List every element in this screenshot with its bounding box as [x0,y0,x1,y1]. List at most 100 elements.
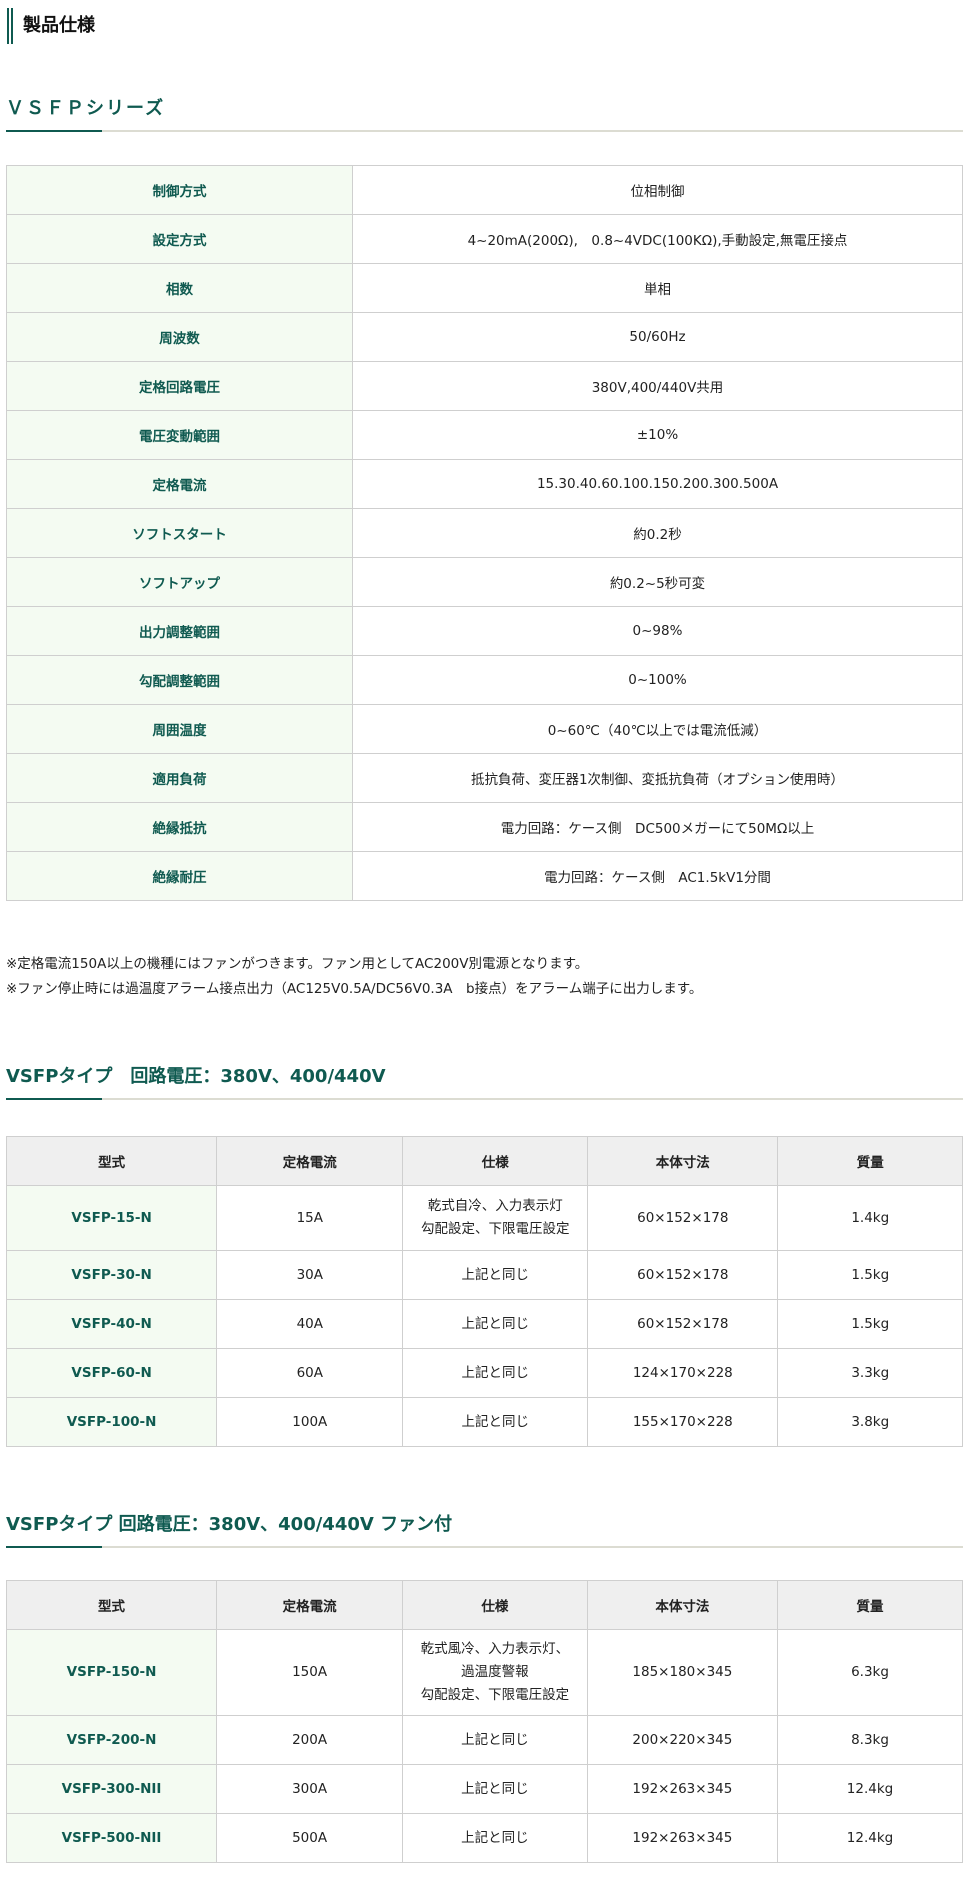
column-header: 本体寸法 [587,1136,779,1186]
column-header: 定格電流 [216,1580,404,1630]
section2-heading-text: VSFPタイプ 回路電圧：380V、400/440V ファン付 [6,1514,453,1535]
spec-cell: 上記と同じ [402,1813,588,1863]
weight-cell: 1.5kg [777,1250,963,1300]
note: ※ファン停止時には過温度アラーム接点出力（AC125V0.5A/DC56V0.3… [6,981,703,997]
spec-key: 勾配調整範囲 [6,655,353,705]
table-row: VSFP-150-N 150A 乾式風冷、入力表示灯、 過温度警報 勾配設定、下限電圧設… [5,1629,963,1716]
current-cell: 30A [216,1250,404,1300]
spec-row: 制御方式 位相制御 [6,165,963,215]
table-row: VSFP-100-N 100A 上記と同じ 155×170×228 3.8kg [5,1397,963,1447]
spec-key: 定格電流 [6,459,353,509]
current-cell: 500A [216,1813,404,1863]
column-header: 質量 [777,1580,963,1630]
spec-key: 絶縁耐圧 [6,851,353,901]
weight-cell: 12.4kg [777,1813,963,1863]
spec-key: 電圧変動範囲 [6,410,353,460]
model-cell: VSFP-300-NII [5,1764,218,1814]
notes: ※定格電流150A以上の機種にはファンがつきます。ファン用としてAC200V別電… [6,952,702,1002]
header-row: 型式 定格電流 仕様 本体寸法 質量 [5,1580,963,1630]
spec-key: 相数 [6,263,353,313]
dimensions-cell: 124×170×228 [587,1348,779,1398]
spec-cell: 上記と同じ [402,1397,589,1447]
spec-key: 周波数 [6,312,353,362]
spec-key: 定格回路電圧 [6,361,353,411]
table-row: VSFP-60-N 60A 上記と同じ 124×170×228 3.3kg [5,1348,963,1398]
dimensions-cell: 192×263×345 [586,1764,779,1814]
spec-row: 勾配調整範囲 0~100% [6,655,963,705]
spec-row: 周囲温度 0~60℃（40℃以上では電流低減） [6,704,963,754]
spec-cell: 上記と同じ [402,1250,589,1300]
spec-value: 約0.2秒 [352,508,963,558]
spec-key: 周囲温度 [6,704,353,754]
spec-row: 絶縁耐圧 電力回路：ケース側 AC1.5kV1分間 [6,851,963,901]
weight-cell: 1.4kg [777,1185,963,1251]
weight-cell: 3.8kg [777,1397,963,1447]
dimensions-cell: 192×263×345 [586,1813,779,1863]
series-heading-text: ＶＳＦＰシリーズ [6,98,166,119]
dimensions-cell: 60×152×178 [587,1299,779,1349]
header-row: 型式 定格電流 仕様 本体寸法 質量 [5,1136,963,1186]
spec-key: 適用負荷 [6,753,353,803]
weight-cell: 1.5kg [777,1299,963,1349]
current-cell: 200A [216,1715,404,1765]
weight-cell: 8.3kg [777,1715,963,1765]
dimensions-cell: 60×152×178 [587,1250,779,1300]
table-row: VSFP-30-N 30A 上記と同じ 60×152×178 1.5kg [5,1250,963,1300]
spec-value: 約0.2~5秒可変 [352,557,963,607]
column-header: 質量 [777,1136,963,1186]
spec-value: 50/60Hz [352,312,963,362]
spec-row: ソフトスタート 約0.2秒 [6,508,963,558]
spec-table: 制御方式 位相制御 設定方式 4~20mA(200Ω), 0.8~4VDC(100KΩ… [6,165,963,901]
spec-row: 絶縁抵抗 電力回路：ケース側 DC500メガーにて50MΩ以上 [6,802,963,852]
spec-row: 相数 単相 [6,263,963,313]
model-rows: VSFP-150-N 150A 乾式風冷、入力表示灯、 過温度警報 勾配設定、下限電圧設… [5,1629,963,1863]
table-row: VSFP-40-N 40A 上記と同じ 60×152×178 1.5kg [5,1299,963,1349]
spec-key: ソフトスタート [6,508,353,558]
spec-row: 定格回路電圧 380V,400/440V共用 [6,361,963,411]
spec-cell: 上記と同じ [402,1764,588,1814]
current-cell: 300A [216,1764,404,1814]
page-title: 製品仕様 [7,8,95,44]
section1-heading-text: VSFPタイプ 回路電圧：380V、400/440V [6,1066,386,1087]
column-header: 本体寸法 [586,1580,779,1630]
column-header: 型式 [5,1136,218,1186]
note: ※定格電流150A以上の機種にはファンがつきます。ファン用としてAC200V別電… [6,956,589,972]
spec-value: 単相 [352,263,963,313]
spec-row: 電圧変動範囲 ±10% [6,410,963,460]
current-cell: 15A [216,1185,404,1251]
model-cell: VSFP-100-N [5,1397,218,1447]
spec-key: 制御方式 [6,165,353,215]
model-cell: VSFP-200-N [5,1715,218,1765]
spec-value: 電力回路：ケース側 AC1.5kV1分間 [352,851,963,901]
dimensions-cell: 155×170×228 [587,1397,779,1447]
model-cell: VSFP-150-N [5,1629,218,1716]
table-row: VSFP-500-NII 500A 上記と同じ 192×263×345 12.4kg [5,1813,963,1863]
spec-value: 0~98% [352,606,963,656]
model-table-1: 型式 定格電流 仕様 本体寸法 質量 VSFP-15-N 15A 乾式自冷、入力表示灯 勾配設定… [5,1136,963,1447]
column-header: 仕様 [402,1136,589,1186]
model-cell: VSFP-15-N [5,1185,218,1251]
spec-value: 抵抗負荷、変圧器1次制御、変抵抗負荷（オプション使用時） [352,753,963,803]
spec-value: 4~20mA(200Ω), 0.8~4VDC(100KΩ),手動設定,無電圧接点 [352,214,963,264]
current-cell: 60A [216,1348,404,1398]
weight-cell: 6.3kg [777,1629,963,1716]
spec-value: 電力回路：ケース側 DC500メガーにて50MΩ以上 [352,802,963,852]
weight-cell: 12.4kg [777,1764,963,1814]
model-cell: VSFP-60-N [5,1348,218,1398]
spec-key: 出力調整範囲 [6,606,353,656]
dimensions-cell: 185×180×345 [586,1629,779,1716]
section2-heading: VSFPタイプ 回路電圧：380V、400/440V ファン付 [6,1510,963,1548]
current-cell: 40A [216,1299,404,1349]
spec-row: 定格電流 15.30.40.60.100.150.200.300.500A [6,459,963,509]
spec-row: 設定方式 4~20mA(200Ω), 0.8~4VDC(100KΩ),手動設定,無… [6,214,963,264]
model-table-2: 型式 定格電流 仕様 本体寸法 質量 VSFP-150-N 150A 乾式風冷、入力表示灯、過… [5,1580,963,1863]
spec-value: 0~60℃（40℃以上では電流低減） [352,704,963,754]
dimensions-cell: 200×220×345 [586,1715,779,1765]
spec-value: 位相制御 [352,165,963,215]
spec-cell: 上記と同じ [402,1715,588,1765]
spec-key: ソフトアップ [6,557,353,607]
spec-cell: 上記と同じ [402,1348,589,1398]
table-row: VSFP-300-NII 300A 上記と同じ 192×263×345 12.4kg [5,1764,963,1814]
column-header: 型式 [5,1580,218,1630]
spec-cell: 乾式自冷、入力表示灯 勾配設定、下限電圧設定 [402,1185,589,1251]
